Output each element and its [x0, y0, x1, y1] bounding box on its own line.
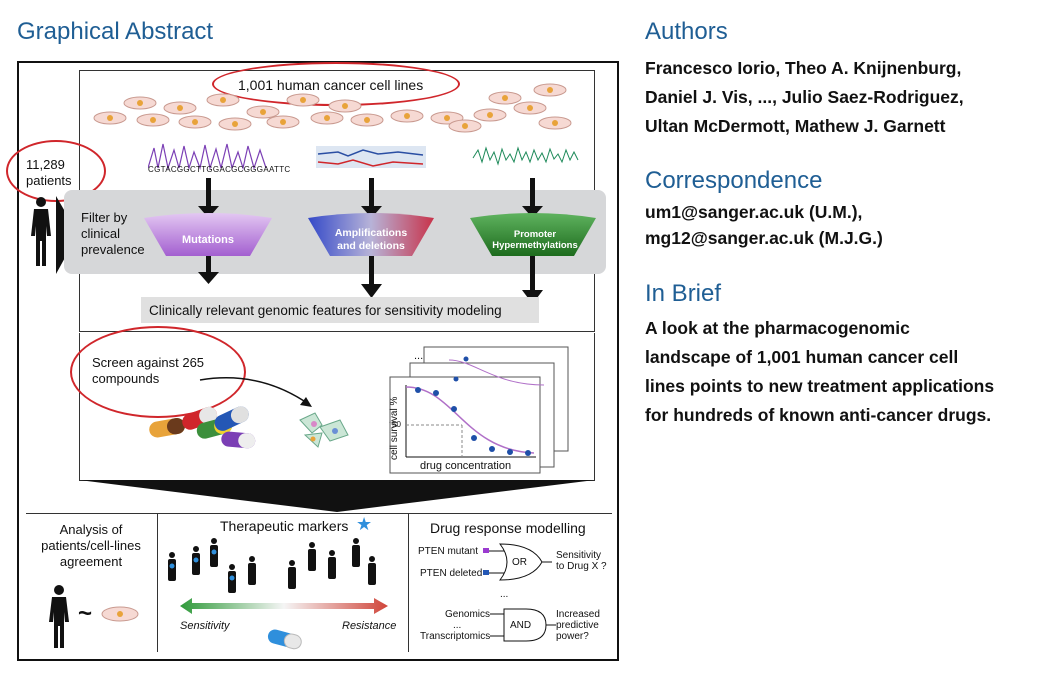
and-label: AND [510, 620, 532, 631]
or-gate [483, 543, 552, 581]
resistance-label: Resistance [342, 620, 397, 632]
sensitivity-question-1: Sensitivity [556, 550, 602, 561]
cell-line-dishes [93, 83, 572, 133]
authors-line-3: Ultan McDermott, Mathew J. Garnett [645, 116, 946, 136]
increased-2: predictive [556, 620, 599, 631]
analysis-label-1: Analysis of [59, 522, 123, 537]
dots-mid: ... [453, 620, 462, 631]
dose-response-plots [389, 346, 569, 474]
filter-label-1: Filter by [81, 210, 128, 225]
in-brief-line-2: landscape of 1,001 human cancer cell [645, 347, 959, 367]
dna-sequence: CGTACGGCTTGGACGCGGGAATTC [148, 165, 291, 174]
correspondence-heading: Correspondence [645, 167, 823, 194]
cell-line-dish [101, 606, 139, 622]
and-gate [490, 608, 556, 642]
plot-ellipsis: ... [414, 350, 424, 362]
in-brief-line-4: for hundreds of known anti-cancer drugs. [645, 405, 992, 425]
pten-deleted-label: PTEN deleted [420, 568, 483, 579]
correspondence-email-2[interactable]: mg12@sanger.ac.uk (M.J.G.) [645, 228, 883, 248]
increased-3: power? [556, 631, 589, 642]
filter-label-3: prevalence [81, 242, 145, 257]
relevant-features-label: Clinically relevant genomic features for… [149, 303, 502, 318]
compounds-illustration [149, 377, 349, 449]
analysis-label-2: patients/cell-lines [41, 538, 141, 553]
sensitivity-question-2: to Drug X ? [556, 561, 607, 572]
patient-figure [49, 585, 69, 648]
or-label: OR [512, 557, 527, 568]
authors-line-2: Daniel J. Vis, ..., Julio Saez-Rodriguez… [645, 87, 964, 107]
promoter-label-2: Hypermethylations [492, 240, 578, 251]
authors-heading: Authors [645, 18, 728, 45]
therapeutic-markers-illustration [168, 538, 388, 650]
therapeutic-markers-label: Therapeutic markers [220, 518, 349, 534]
star-icon: ★ [356, 514, 373, 534]
bottom-divider [26, 513, 612, 514]
bottom-divider-2 [408, 514, 409, 652]
relevant-features-bar [141, 297, 539, 323]
plot-y-tick: 50 [392, 420, 401, 429]
similarity-tilde: ~ [78, 600, 93, 627]
graphical-abstract-heading: Graphical Abstract [17, 18, 214, 45]
increased-1: Increased [556, 609, 600, 620]
annotation-circle [70, 326, 246, 418]
feature-funnels [144, 178, 596, 304]
sensitivity-label: Sensitivity [180, 620, 230, 632]
in-brief-heading: In Brief [645, 280, 722, 307]
filter-label-2: clinical [81, 226, 121, 241]
correspondence-email-1[interactable]: um1@sanger.ac.uk (U.M.), [645, 202, 863, 222]
in-brief-line-1: A look at the pharmacogenomic [645, 318, 910, 338]
drug-response-heading: Drug response modelling [430, 520, 586, 536]
analysis-label-3: agreement [59, 554, 123, 569]
in-brief-line-3: lines points to new treatment applicatio… [645, 376, 995, 396]
dots: ... [500, 589, 509, 600]
amplifications-label-2: and deletions [337, 240, 405, 252]
genomic-traces [148, 143, 579, 171]
transcriptomics-label: Transcriptomics [420, 631, 491, 642]
genomics-label: Genomics [445, 609, 491, 620]
bottom-divider-1 [157, 514, 158, 652]
authors-line-1: Francesco Iorio, Theo A. Knijnenburg, [645, 58, 962, 78]
summary-arrow [79, 480, 595, 512]
promoter-label-1: Promoter [513, 229, 557, 240]
mutations-label: Mutations [182, 234, 234, 246]
pten-mutant-label: PTEN mutant [418, 546, 479, 557]
amplifications-label-1: Amplifications [334, 227, 408, 239]
patient-figure [31, 197, 51, 266]
plot-x-label: drug concentration [420, 460, 512, 472]
